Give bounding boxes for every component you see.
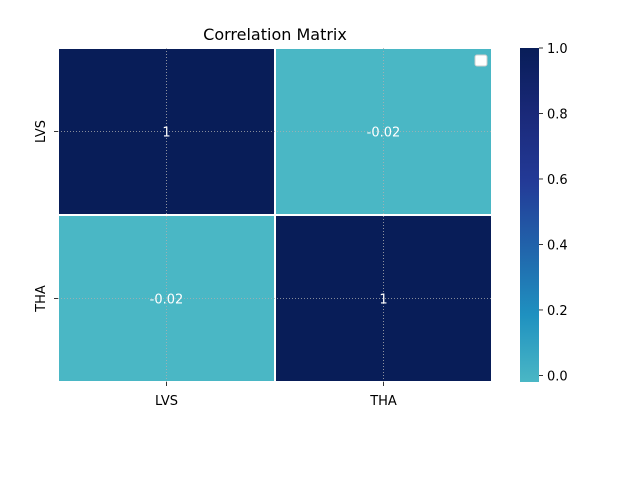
colorbar-gradient bbox=[520, 48, 539, 382]
cell-value-label: -0.02 bbox=[150, 293, 184, 308]
y-tick-label: LVS bbox=[34, 120, 49, 143]
heatmap-cells bbox=[57, 47, 493, 383]
y-tick-label: THA bbox=[34, 285, 49, 313]
x-tick-label: LVS bbox=[155, 394, 178, 409]
cell-value-label: -0.02 bbox=[367, 126, 401, 141]
x-tick-label: THA bbox=[369, 394, 397, 409]
colorbar-tick-label: 0.4 bbox=[547, 238, 568, 253]
colorbar-tick-label: 0.6 bbox=[547, 173, 568, 188]
axes: LVS THA LVS THA bbox=[34, 120, 397, 409]
cell-value-label: 1 bbox=[379, 293, 387, 308]
colorbar-tick-label: 1.0 bbox=[547, 42, 568, 57]
cell-labels: 1 -0.02 -0.02 1 bbox=[150, 126, 401, 308]
grid-lines bbox=[58, 48, 492, 382]
colorbar-tick-label: 0.0 bbox=[547, 369, 568, 384]
colorbar-tick-label: 0.8 bbox=[547, 107, 568, 122]
colorbar-tick-label: 0.2 bbox=[547, 304, 568, 319]
legend-box bbox=[474, 54, 488, 67]
cell-value-label: 1 bbox=[162, 126, 170, 141]
colorbar: 0.0 0.2 0.4 0.6 0.8 1.0 bbox=[520, 42, 568, 384]
chart-title: Correlation Matrix bbox=[203, 25, 347, 44]
